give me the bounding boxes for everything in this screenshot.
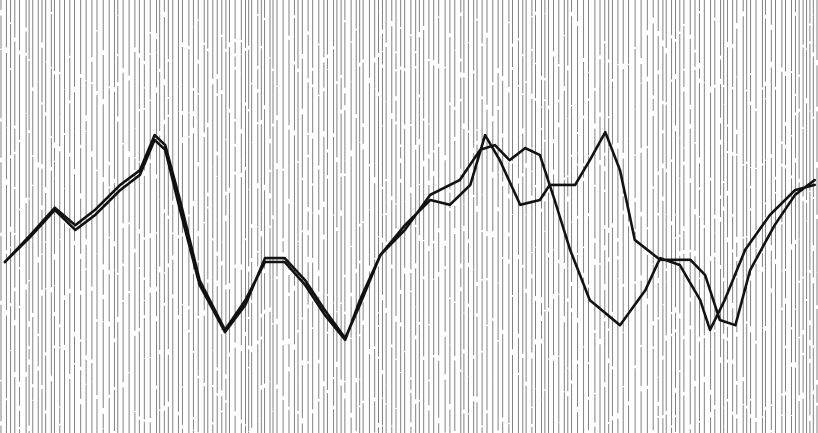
trace-line [3, 130, 816, 342]
trace-line [3, 138, 816, 340]
